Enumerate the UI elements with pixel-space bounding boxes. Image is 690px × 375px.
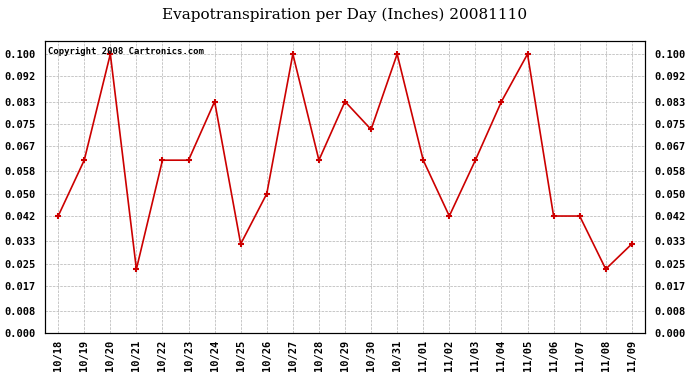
Text: Copyright 2008 Cartronics.com: Copyright 2008 Cartronics.com — [48, 47, 204, 56]
Text: Evapotranspiration per Day (Inches) 20081110: Evapotranspiration per Day (Inches) 2008… — [162, 8, 528, 22]
